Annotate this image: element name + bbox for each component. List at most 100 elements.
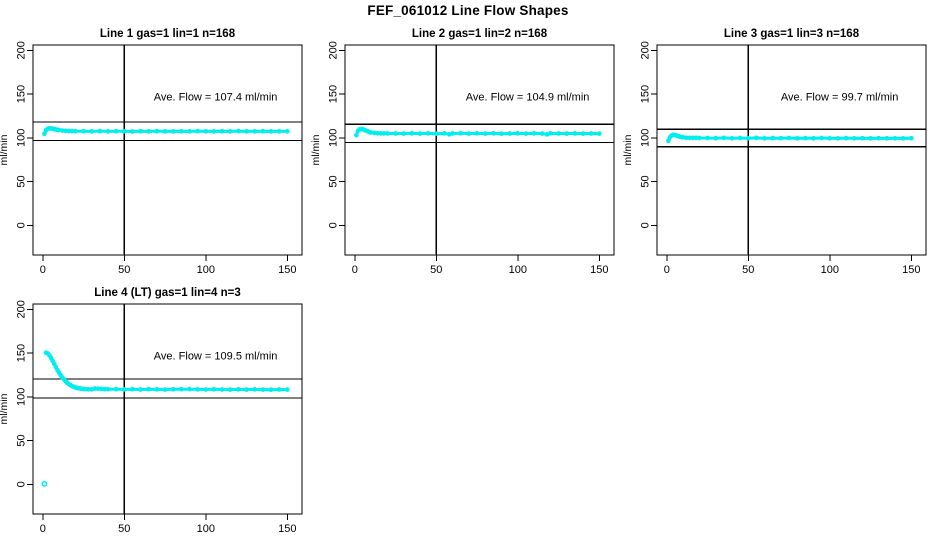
flow-data-point: [154, 387, 160, 392]
flow-data-point: [908, 135, 914, 141]
flow-data-point: [219, 387, 225, 392]
flow-data-point: [580, 131, 586, 136]
ave-flow-annotation: Ave. Flow = 107.4 ml/min: [154, 92, 278, 104]
y-tick-label: 200: [16, 300, 28, 318]
y-axis-label: ml/min: [310, 134, 322, 165]
flow-data-point: [794, 136, 800, 141]
y-tick-label: 150: [16, 344, 28, 362]
flow-data-point: [433, 131, 439, 137]
flow-data-point: [113, 386, 119, 392]
x-tick-label: 100: [197, 523, 215, 535]
panel-title: Line 3 gas=1 lin=3 n=168: [724, 28, 860, 40]
x-tick-label: 50: [118, 523, 130, 535]
flow-data-point: [697, 135, 702, 141]
flow-data-point: [219, 128, 225, 134]
flow-data-point: [596, 131, 602, 136]
flow-data-point: [130, 129, 135, 134]
x-tick-label: 150: [902, 264, 920, 276]
flow-data-point: [721, 135, 727, 141]
flow-data-point: [409, 130, 415, 136]
flow-data-point: [843, 135, 849, 141]
flow-data-point: [507, 131, 513, 136]
flow-data-point: [458, 130, 464, 136]
plot-box: [656, 44, 927, 256]
flow-data-point: [121, 387, 127, 392]
y-tick-label: 100: [640, 129, 652, 147]
flow-data-point: [276, 128, 282, 134]
flow-data-point: [499, 131, 504, 137]
flow-data-point: [97, 128, 103, 134]
ave-flow-annotation: Ave. Flow = 104.9 ml/min: [466, 92, 590, 104]
outlier-data-point: [41, 480, 48, 487]
y-tick-label: 200: [328, 41, 340, 59]
flow-data-point: [900, 136, 906, 141]
flow-data-point: [260, 387, 266, 392]
flow-data-point: [162, 128, 168, 134]
flow-data-point: [531, 131, 537, 136]
flow-data-point: [105, 386, 111, 392]
flow-data-point: [236, 128, 241, 134]
x-tick-label: 150: [590, 264, 608, 276]
y-tick-label: 100: [16, 388, 28, 406]
flow-data-point: [827, 135, 833, 141]
ave-flow-annotation: Ave. Flow = 99.7 ml/min: [781, 92, 898, 104]
flow-data-point: [138, 128, 143, 134]
flow-data-point: [754, 135, 759, 141]
flow-data-point: [474, 131, 480, 136]
flow-data-point: [819, 135, 825, 141]
y-tick-label: 200: [16, 41, 28, 59]
x-tick-label: 150: [278, 523, 296, 535]
x-tick-label: 50: [430, 264, 442, 276]
ave-flow-annotation: Ave. Flow = 109.5 ml/min: [154, 351, 278, 363]
panel-title: Line 4 (LT) gas=1 lin=4 n=3: [94, 287, 240, 299]
y-tick-label: 200: [640, 41, 652, 59]
flow-data-point: [252, 129, 258, 134]
flow-data-point: [385, 131, 390, 136]
x-tick-label: 50: [742, 264, 754, 276]
y-tick-label: 0: [328, 222, 340, 228]
flow-data-point: [860, 135, 865, 141]
flow-data-point: [244, 128, 249, 134]
flow-data-point: [195, 128, 201, 134]
flow-data-point: [868, 136, 873, 141]
flow-data-point: [811, 135, 816, 141]
plot-box: [32, 44, 303, 256]
flow-data-point: [417, 131, 423, 136]
plot-box: [344, 44, 615, 256]
flow-data-point: [170, 129, 176, 134]
x-tick-label: 50: [118, 264, 130, 276]
flow-data-point: [187, 129, 192, 134]
panel-title: Line 2 gas=1 lin=2 n=168: [412, 28, 548, 40]
flow-data-point: [892, 135, 898, 141]
flow-data-point: [803, 135, 808, 141]
flow-data-point: [482, 131, 488, 136]
y-axis-label: ml/min: [0, 393, 10, 424]
y-tick-label: 100: [328, 129, 340, 147]
flow-data-point: [564, 131, 570, 136]
flow-data-point: [203, 387, 209, 392]
flow-data-point: [548, 131, 553, 136]
flow-data-point: [835, 136, 841, 141]
flow-data-point: [284, 387, 290, 392]
flow-data-point: [42, 131, 47, 137]
flow-data-point: [146, 386, 152, 392]
flow-data-point: [73, 128, 78, 134]
flow-data-point: [466, 131, 472, 136]
flow-data-point: [170, 386, 176, 392]
flow-data-point: [539, 131, 545, 136]
figure-title: FEF_061012 Line Flow Shapes: [367, 3, 569, 18]
panel-title: Line 1 gas=1 lin=1 n=168: [100, 28, 236, 40]
flow-data-point: [393, 131, 398, 136]
flow-data-point: [227, 387, 233, 392]
flow-data-point: [268, 129, 274, 134]
x-tick-label: 100: [821, 264, 839, 276]
flow-data-point: [187, 386, 192, 392]
y-tick-label: 100: [16, 129, 28, 147]
flow-data-point: [401, 131, 407, 136]
flow-data-point: [442, 131, 447, 136]
x-tick-label: 0: [352, 264, 358, 276]
flow-data-point: [284, 128, 290, 134]
y-tick-label: 150: [640, 85, 652, 103]
